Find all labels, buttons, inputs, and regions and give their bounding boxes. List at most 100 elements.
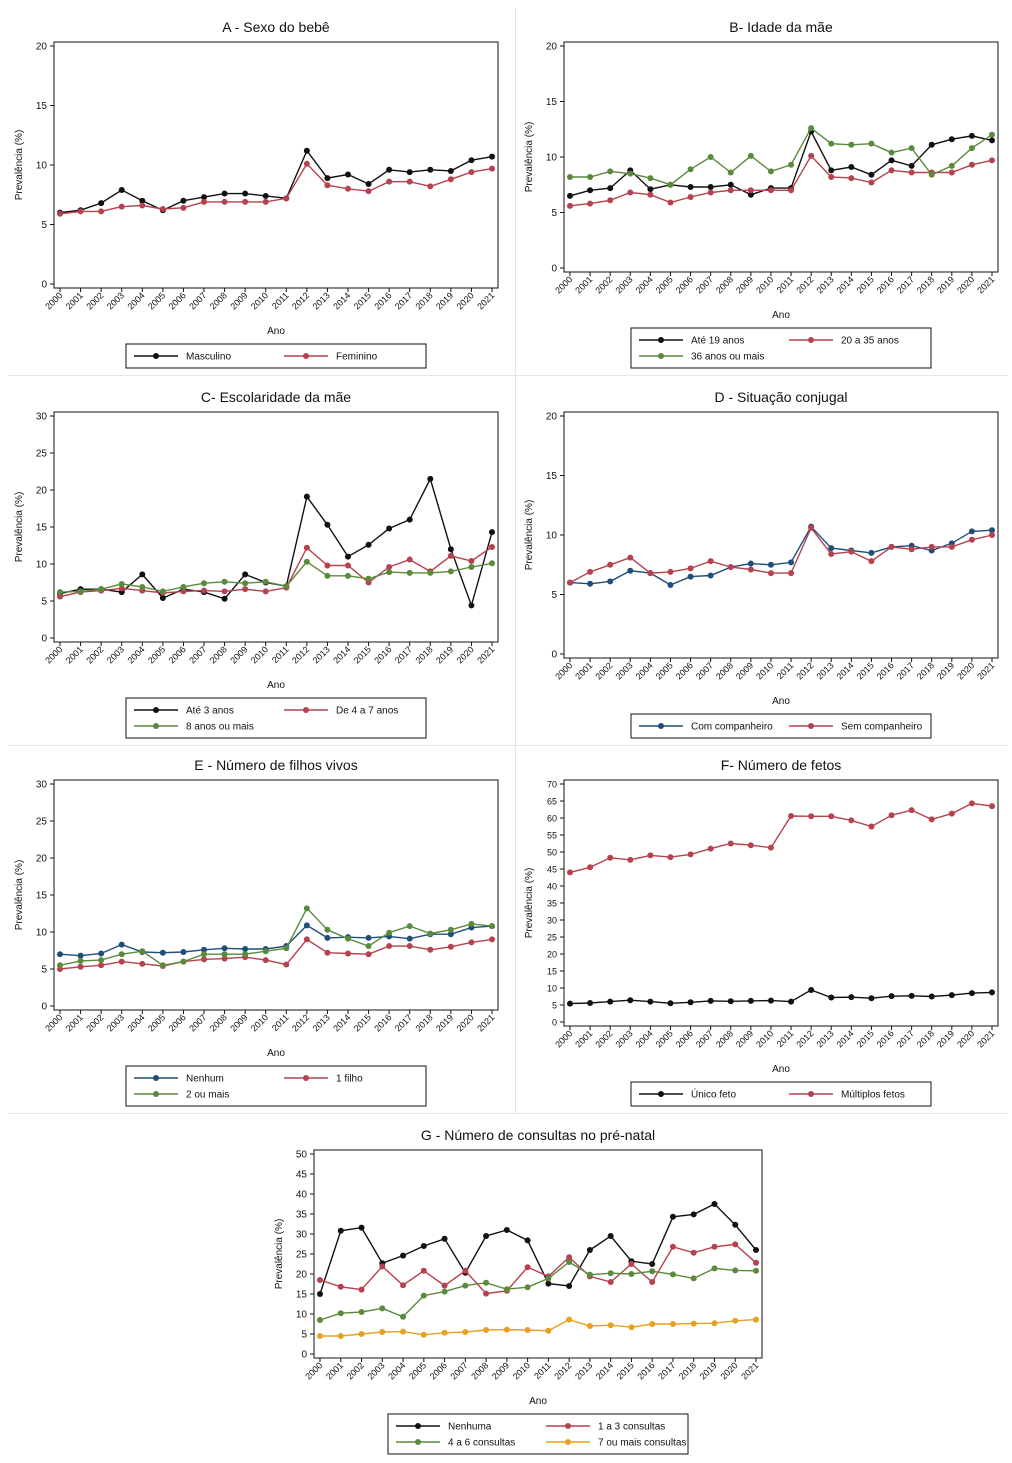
chart-title: F- Número de fetos — [721, 757, 842, 773]
data-point — [647, 186, 654, 193]
y-tick-label: 0 — [552, 1018, 557, 1028]
data-point — [908, 807, 915, 814]
y-tick-label: 20 — [36, 854, 48, 865]
series-line — [569, 526, 993, 584]
data-point — [57, 962, 63, 969]
x-tick-label: 2008 — [208, 290, 229, 311]
data-point — [242, 946, 249, 953]
data-point — [283, 583, 290, 590]
y-tick-label: 40 — [547, 882, 557, 892]
x-tick-label: 2006 — [674, 274, 695, 295]
x-tick-label: 2002 — [84, 290, 105, 311]
x-tick-label: 2013 — [311, 1012, 332, 1033]
x-tick-label: 2010 — [754, 274, 775, 295]
data-point — [687, 193, 694, 200]
data-point — [447, 926, 454, 933]
data-point — [221, 945, 228, 952]
legend-label: Único feto — [691, 1088, 736, 1101]
x-axis-label: Ano — [529, 1396, 547, 1407]
data-point — [788, 812, 795, 819]
plot-area — [563, 411, 999, 659]
x-tick-label: 2007 — [694, 274, 715, 295]
data-point — [139, 948, 146, 955]
data-point — [711, 1265, 718, 1272]
data-point — [607, 185, 614, 192]
data-point — [707, 154, 714, 160]
data-point — [908, 145, 915, 152]
x-tick-label: 2009 — [734, 660, 755, 681]
x-tick-label: 2017 — [895, 1028, 916, 1049]
data-point — [566, 1259, 573, 1265]
data-point — [524, 1327, 531, 1333]
x-tick-label: 2014 — [594, 1360, 615, 1381]
data-point — [567, 173, 573, 180]
y-tick-label: 0 — [41, 634, 47, 645]
data-point — [587, 187, 594, 194]
data-point — [159, 962, 166, 969]
data-point — [324, 175, 331, 182]
x-tick-label: 2004 — [634, 274, 655, 295]
panel-e: E - Número de filhos vivos 0 5 10 15 20 25 30 20… — [8, 750, 508, 1112]
x-tick-label: 2013 — [573, 1360, 594, 1381]
data-point — [345, 935, 351, 942]
data-point — [968, 990, 975, 997]
x-tick-label: 2014 — [331, 290, 352, 311]
data-point — [406, 923, 413, 930]
data-point — [989, 527, 995, 534]
data-point — [566, 1316, 573, 1323]
plot-area — [563, 41, 999, 273]
data-point — [365, 575, 372, 582]
x-tick-label: 2020 — [718, 1360, 739, 1381]
data-point — [627, 997, 634, 1004]
legend-swatch-marker — [808, 1091, 814, 1097]
data-point — [386, 569, 393, 576]
divider-row1 — [8, 375, 1008, 376]
x-tick-label: 2001 — [64, 290, 85, 311]
x-tick-label: 2000 — [303, 1360, 324, 1381]
y-tick-label: 5 — [551, 208, 557, 219]
data-point — [848, 817, 855, 824]
data-point — [545, 1275, 552, 1282]
data-point — [324, 572, 331, 579]
data-point — [767, 570, 774, 577]
data-point — [420, 1243, 427, 1249]
data-point — [262, 588, 269, 595]
x-tick-label: 2011 — [775, 274, 796, 295]
x-tick-label: 2006 — [167, 644, 188, 665]
y-tick-label: 10 — [546, 531, 558, 542]
y-tick-label: 50 — [296, 1150, 308, 1161]
data-point — [262, 957, 269, 964]
x-tick-label: 2011 — [532, 1360, 553, 1381]
data-point — [753, 1247, 759, 1253]
y-axis-label: Prevalência (%) — [14, 492, 25, 563]
data-point — [690, 1320, 697, 1327]
data-point — [139, 197, 146, 204]
data-point — [868, 549, 875, 556]
data-point — [317, 1317, 323, 1323]
x-tick-label: 2005 — [654, 660, 675, 681]
series-line — [59, 938, 493, 970]
data-point — [989, 803, 995, 810]
x-tick-label: 2019 — [434, 644, 455, 665]
y-tick-label: 10 — [546, 153, 558, 164]
data-point — [732, 1267, 739, 1274]
series-line — [319, 1261, 757, 1321]
legend-label: Com companheiro — [691, 722, 773, 733]
data-point — [427, 930, 434, 937]
data-point — [180, 948, 187, 955]
x-tick-label: 2021 — [975, 660, 996, 681]
legend-label: Masculino — [186, 352, 231, 363]
data-point — [262, 948, 269, 955]
data-point — [303, 936, 310, 943]
x-tick-label: 2013 — [311, 290, 332, 311]
y-tick-label: 15 — [546, 97, 558, 108]
y-tick-label: 5 — [551, 590, 557, 601]
data-point — [667, 1000, 674, 1007]
data-point — [607, 578, 614, 585]
data-point — [221, 190, 228, 197]
legend-label: 1 filho — [336, 1074, 363, 1085]
data-point — [948, 136, 955, 143]
data-point — [707, 572, 714, 579]
x-tick-label: 2012 — [290, 290, 311, 311]
y-tick-label: 5 — [41, 597, 47, 608]
